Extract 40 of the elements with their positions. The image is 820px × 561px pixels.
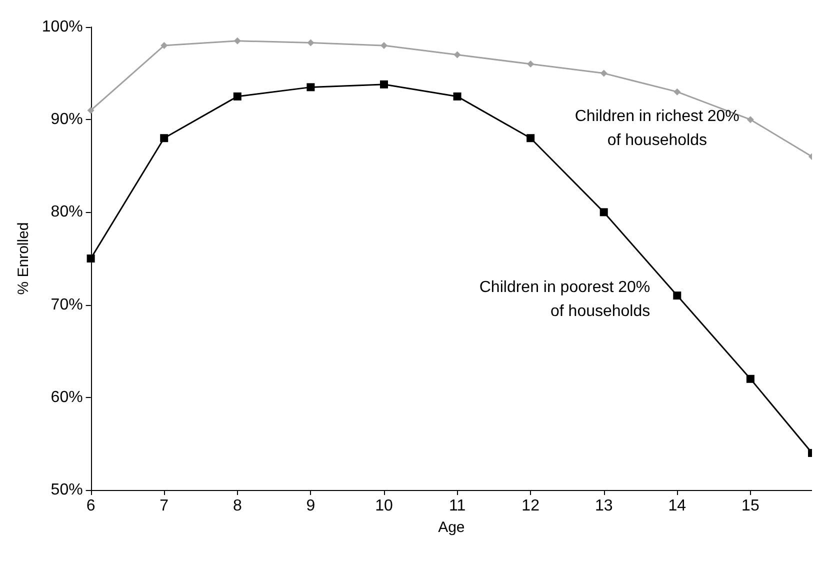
point [454, 51, 461, 58]
point [746, 374, 754, 383]
x-tick-label: 12 [522, 498, 540, 514]
x-tick-label: 13 [594, 498, 613, 514]
x-axis-title: Age [438, 519, 465, 536]
point [233, 92, 242, 100]
point [674, 88, 681, 96]
series-label: Children in poorest 20% of households [479, 279, 650, 320]
series-label: Children in richest 20% of households [574, 108, 740, 149]
point [306, 83, 315, 92]
y-tick-label: 80% [50, 204, 83, 221]
x-tick-label: 6 [86, 498, 96, 514]
point [453, 92, 462, 100]
y-tick-label: 60% [50, 388, 83, 406]
x-tick-label: 15 [742, 498, 760, 514]
y-tick-label: 100% [42, 18, 83, 36]
point [600, 70, 608, 77]
point [527, 60, 534, 68]
point [307, 39, 314, 46]
x-tick-label: 8 [232, 498, 242, 514]
x-tick-label: 9 [306, 498, 316, 514]
point [600, 208, 608, 216]
point [673, 292, 682, 300]
point [526, 134, 535, 142]
y-tick-label: 70% [50, 296, 83, 314]
point [234, 37, 241, 44]
x-tick-label: 11 [448, 498, 466, 514]
point [86, 254, 95, 262]
x-tick-label: 10 [375, 498, 393, 514]
point [87, 106, 94, 114]
y-tick-label: 50% [50, 482, 83, 498]
point [746, 116, 754, 124]
y-tick-label: 90% [50, 111, 83, 128]
y-axis-title: % Enrolled [15, 222, 32, 295]
x-tick-label: 14 [668, 498, 686, 514]
x-tick-label: 7 [160, 498, 169, 514]
point [160, 134, 168, 142]
point [160, 42, 168, 50]
point [380, 80, 388, 88]
point [380, 42, 388, 50]
